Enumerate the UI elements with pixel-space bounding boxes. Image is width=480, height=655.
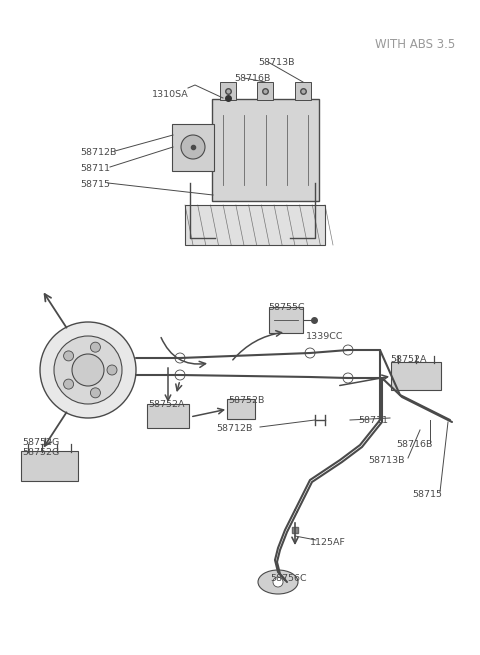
Circle shape	[54, 336, 122, 404]
Text: 58712B: 58712B	[216, 424, 252, 433]
Text: 58716B: 58716B	[234, 74, 270, 83]
FancyBboxPatch shape	[172, 124, 214, 171]
FancyBboxPatch shape	[21, 451, 78, 481]
Text: 58715: 58715	[80, 180, 110, 189]
Text: 1339CC: 1339CC	[306, 332, 344, 341]
Text: 1310SA: 1310SA	[152, 90, 189, 99]
Text: 58711: 58711	[80, 164, 110, 173]
FancyBboxPatch shape	[227, 399, 255, 419]
FancyBboxPatch shape	[147, 404, 189, 428]
FancyBboxPatch shape	[269, 307, 303, 333]
Text: 58752A: 58752A	[390, 355, 427, 364]
Circle shape	[305, 348, 315, 358]
Text: 58715: 58715	[412, 490, 442, 499]
FancyBboxPatch shape	[391, 362, 441, 390]
Circle shape	[181, 135, 205, 159]
Circle shape	[175, 370, 185, 380]
Bar	[295, 82, 311, 100]
Circle shape	[40, 322, 136, 418]
Bar	[220, 82, 236, 100]
Ellipse shape	[258, 570, 298, 594]
Circle shape	[72, 354, 104, 386]
Text: WITH ABS 3.5: WITH ABS 3.5	[375, 38, 455, 51]
Circle shape	[273, 577, 283, 587]
Circle shape	[175, 353, 185, 363]
Text: 58752G: 58752G	[22, 438, 59, 447]
Text: 58716B: 58716B	[396, 440, 432, 449]
Circle shape	[63, 351, 73, 361]
Circle shape	[63, 379, 73, 389]
Text: 58752G: 58752G	[22, 448, 59, 457]
Circle shape	[343, 373, 353, 383]
Bar	[257, 82, 273, 100]
Text: 58713B: 58713B	[368, 456, 405, 465]
Text: 58752A: 58752A	[148, 400, 184, 409]
Circle shape	[107, 365, 117, 375]
Text: 58755C: 58755C	[268, 303, 305, 312]
Text: 58752B: 58752B	[228, 396, 264, 405]
Circle shape	[343, 345, 353, 355]
Text: 58712B: 58712B	[80, 148, 116, 157]
Text: 1125AF: 1125AF	[310, 538, 346, 547]
FancyBboxPatch shape	[212, 99, 319, 201]
Circle shape	[90, 388, 100, 398]
Circle shape	[90, 342, 100, 352]
Bar	[185, 205, 325, 245]
Text: 58756C: 58756C	[270, 574, 307, 583]
Text: 58711: 58711	[358, 416, 388, 425]
Text: 58713B: 58713B	[258, 58, 295, 67]
